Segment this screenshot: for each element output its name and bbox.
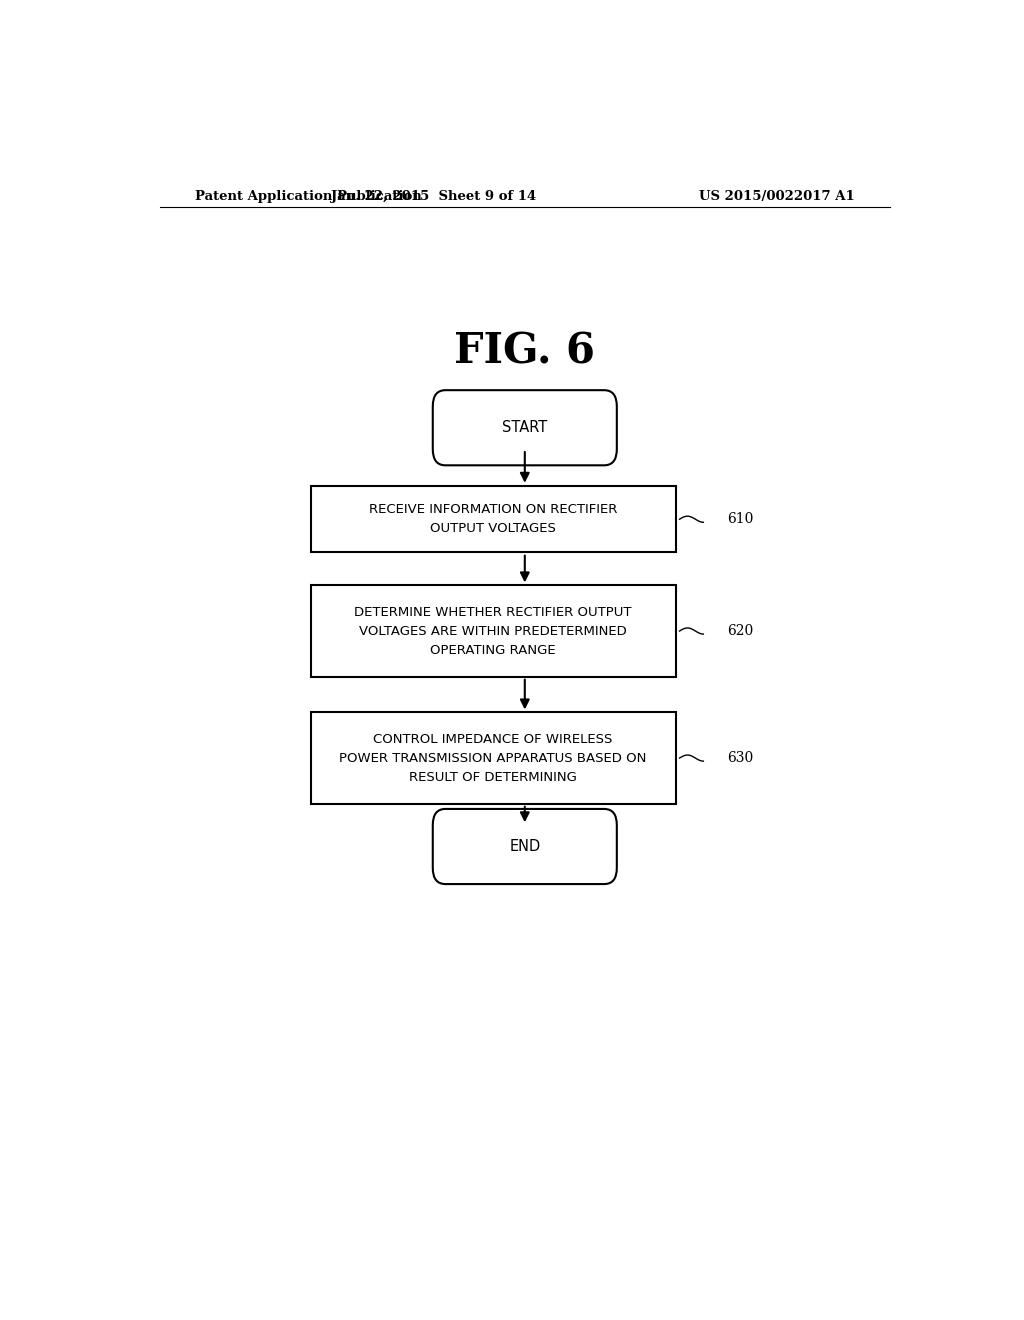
Text: US 2015/0022017 A1: US 2015/0022017 A1 bbox=[699, 190, 855, 202]
Text: 630: 630 bbox=[727, 751, 754, 766]
FancyBboxPatch shape bbox=[433, 391, 616, 466]
FancyBboxPatch shape bbox=[310, 713, 676, 804]
Text: DETERMINE WHETHER RECTIFIER OUTPUT
VOLTAGES ARE WITHIN PREDETERMINED
OPERATING R: DETERMINE WHETHER RECTIFIER OUTPUT VOLTA… bbox=[354, 606, 632, 656]
Text: Patent Application Publication: Patent Application Publication bbox=[196, 190, 422, 202]
Text: CONTROL IMPEDANCE OF WIRELESS
POWER TRANSMISSION APPARATUS BASED ON
RESULT OF DE: CONTROL IMPEDANCE OF WIRELESS POWER TRAN… bbox=[339, 733, 647, 784]
FancyBboxPatch shape bbox=[310, 585, 676, 677]
FancyBboxPatch shape bbox=[310, 486, 676, 552]
FancyBboxPatch shape bbox=[433, 809, 616, 884]
Text: RECEIVE INFORMATION ON RECTIFIER
OUTPUT VOLTAGES: RECEIVE INFORMATION ON RECTIFIER OUTPUT … bbox=[369, 503, 617, 535]
Text: START: START bbox=[502, 420, 548, 436]
Text: END: END bbox=[509, 840, 541, 854]
Text: 620: 620 bbox=[727, 624, 754, 638]
Text: 610: 610 bbox=[727, 512, 754, 527]
Text: FIG. 6: FIG. 6 bbox=[455, 330, 595, 372]
Text: Jan. 22, 2015  Sheet 9 of 14: Jan. 22, 2015 Sheet 9 of 14 bbox=[331, 190, 537, 202]
